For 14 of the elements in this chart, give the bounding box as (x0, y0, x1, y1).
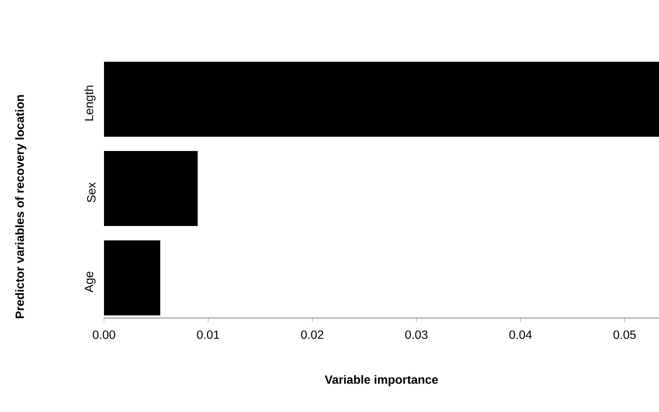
y-axis-title: Predictor variables of recovery location (15, 95, 26, 318)
x-tick-label: 0.00 (92, 330, 116, 339)
y-tick-label: Length (84, 86, 96, 120)
bar (104, 151, 198, 226)
x-tick-label: 0.05 (613, 330, 636, 339)
x-tick-label: 0.03 (405, 330, 428, 339)
y-tick-label: Age (84, 272, 96, 292)
x-axis-title: Variable importance (324, 375, 438, 386)
x-tick-label: 0.02 (301, 330, 324, 339)
bar (104, 240, 160, 316)
bar (104, 62, 659, 137)
x-tick-label: 0.01 (196, 330, 220, 339)
y-tick-label: Sex (87, 182, 96, 202)
x-tick-label: 0.04 (509, 330, 532, 339)
